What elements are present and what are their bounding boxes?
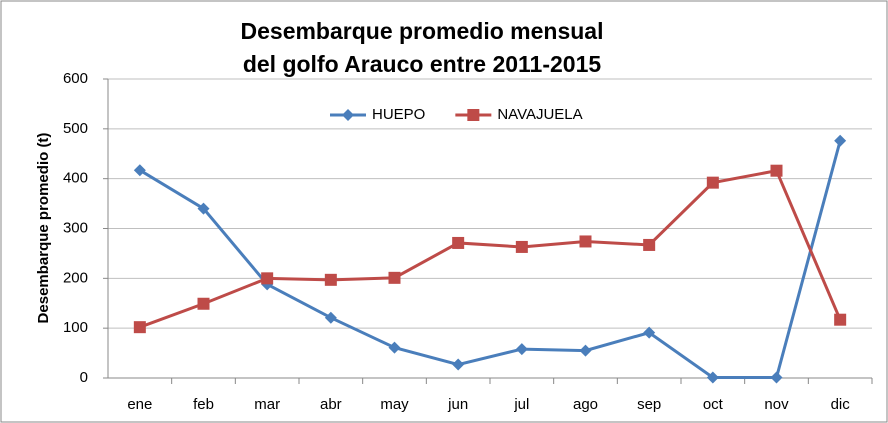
legend-marker: [342, 109, 354, 121]
legend-marker: [467, 109, 480, 121]
data-point: [388, 341, 401, 354]
x-tick-label: ago: [573, 396, 598, 413]
series-line: [139, 168, 842, 329]
data-point: [261, 272, 274, 285]
data-point: [197, 297, 210, 310]
data-point: [452, 358, 465, 371]
data-point: [770, 164, 783, 177]
data-point: [324, 311, 337, 324]
y-tick-label: 500: [63, 120, 88, 137]
legend-label: HUEPO: [372, 106, 425, 123]
x-tick-label: mar: [254, 396, 280, 413]
data-point: [706, 371, 719, 384]
x-tick-label: feb: [193, 396, 214, 413]
y-tick-label: 300: [63, 219, 88, 236]
legend-label: NAVAJUELA: [497, 106, 582, 123]
y-tick-label: 0: [80, 369, 88, 386]
data-point: [388, 271, 401, 284]
data-point: [197, 202, 210, 215]
data-point: [834, 313, 847, 326]
y-tick-label: 600: [63, 70, 88, 87]
data-point: [706, 176, 719, 189]
y-tick-label: 200: [63, 269, 88, 286]
data-point: [643, 326, 656, 339]
x-tick-label: jul: [513, 396, 529, 413]
data-point: [452, 236, 465, 249]
y-axis-label: Desembarque promedio (t): [35, 133, 52, 324]
x-tick-label: abr: [320, 396, 342, 413]
data-point: [579, 235, 592, 248]
data-point: [643, 238, 656, 251]
y-tick-label: 400: [63, 170, 88, 187]
x-tick-label: ene: [127, 396, 152, 413]
x-tick-label: may: [380, 396, 409, 413]
x-tick-label: sep: [637, 396, 661, 413]
data-point: [324, 273, 337, 286]
data-point: [515, 343, 528, 356]
x-tick-label: dic: [831, 396, 851, 413]
data-point: [133, 164, 146, 177]
data-point: [515, 240, 528, 253]
x-tick-label: nov: [764, 396, 789, 413]
data-point: [834, 134, 847, 147]
data-point: [133, 321, 146, 334]
y-tick-label: 100: [63, 319, 88, 336]
x-tick-label: oct: [703, 396, 724, 413]
data-point: [770, 371, 783, 384]
series-line: [139, 140, 842, 380]
x-tick-label: jun: [447, 396, 468, 413]
chart-title: Desembarque promedio mensual: [241, 18, 604, 44]
chart-title: del golfo Arauco entre 2011-2015: [243, 51, 602, 77]
data-point: [579, 344, 592, 357]
